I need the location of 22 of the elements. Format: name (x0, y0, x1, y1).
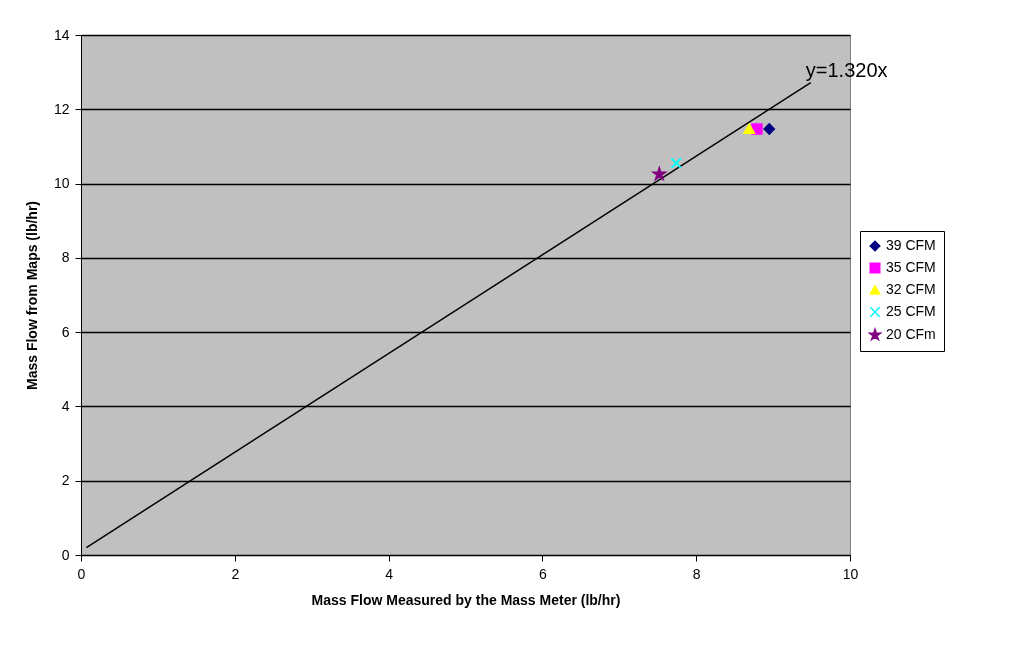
x-tick-label: 2 (231, 565, 240, 582)
y-tick-label: 6 (61, 323, 70, 340)
x-tick-label: 8 (692, 565, 701, 582)
y-axis-title: Mass Flow from Maps (lb/hr) (23, 200, 40, 391)
x-tick-label: 10 (842, 565, 859, 582)
legend-label: 20 CFm (886, 326, 936, 342)
y-tick-label: 10 (53, 175, 70, 192)
x-tick-label: 4 (385, 565, 394, 582)
legend-label: 32 CFM (886, 281, 936, 297)
y-tick-label: 4 (61, 397, 70, 414)
legend-label: 39 CFM (886, 237, 936, 253)
legend-label: 35 CFM (886, 259, 936, 275)
legend-label: 25 CFM (886, 303, 936, 319)
y-tick-label: 0 (61, 546, 70, 563)
y-tick-label: 2 (61, 472, 70, 489)
y-tick-label: 8 (61, 249, 70, 266)
x-tick-label: 0 (77, 565, 86, 582)
y-tick-label: 12 (53, 100, 70, 117)
annotation: y=1.320x (805, 58, 888, 81)
x-tick-label: 6 (539, 565, 547, 582)
x-axis-title: Mass Flow Measured by the Mass Meter (lb/hr) (311, 591, 621, 608)
y-tick-label: 14 (53, 26, 70, 43)
